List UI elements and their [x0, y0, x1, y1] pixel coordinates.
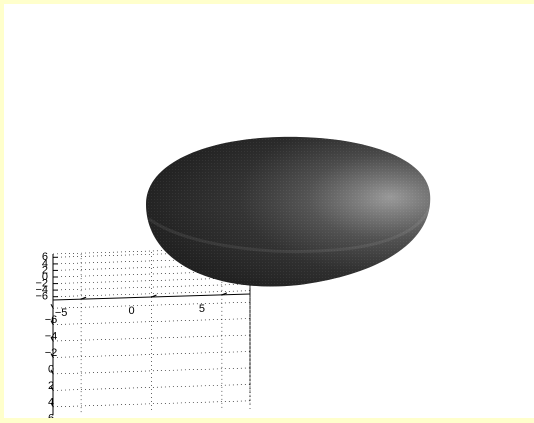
y-tick-mark: [80, 296, 87, 300]
x-tick-label: 2: [48, 380, 54, 392]
ellipsoid-surface: [146, 136, 431, 287]
x-tick-label: −6: [45, 314, 58, 326]
x-tick-label: 4: [48, 396, 54, 408]
grid-line-x-floor: [52, 384, 251, 391]
grid-line-z-sidewall: [52, 290, 251, 297]
grid-line-x-floor: [52, 334, 251, 342]
x-tick-mark: [50, 353, 54, 358]
x-tick-mark: [50, 369, 54, 375]
z-tick-label: −2: [35, 278, 48, 290]
y-tick-label: −5: [55, 307, 68, 319]
tick-marks: [50, 256, 228, 408]
z-tick-label: 2: [42, 264, 48, 276]
x-tick-mark: [50, 402, 54, 408]
x-tick-mark: [50, 320, 54, 325]
grid-line-x-floor: [52, 400, 251, 408]
x-tick-label: 6: [48, 413, 54, 418]
x-tick-mark: [50, 303, 54, 309]
ellipsoid-mesh-texture: [146, 136, 431, 287]
y-tick-label: 5: [199, 303, 205, 315]
z-tick-label: 4: [42, 258, 48, 270]
y-tick-mark: [151, 294, 157, 298]
y-tick-mark: [221, 292, 228, 296]
x-tick-mark: [50, 336, 54, 342]
z-tick-label: −6: [35, 291, 48, 303]
grid-line-x-floor: [52, 301, 251, 309]
ellipsoid-equator-shading: [148, 208, 431, 253]
x-tick-mark: [50, 386, 54, 391]
grid-line-x-floor: [52, 318, 251, 325]
grid-line-x-floor: [52, 351, 251, 358]
x-tick-label: 0: [48, 363, 54, 375]
z-tick-label: 6: [42, 251, 48, 263]
z-tick-label: 0: [42, 271, 48, 283]
grid-line-z-sidewall: [52, 283, 251, 291]
y-tick-label: 0: [128, 305, 134, 317]
grid-line-x-floor: [52, 367, 251, 375]
x-tick-label: −2: [45, 347, 58, 359]
z-tick-label: −4: [35, 284, 48, 296]
x-tick-label: −4: [45, 331, 58, 343]
